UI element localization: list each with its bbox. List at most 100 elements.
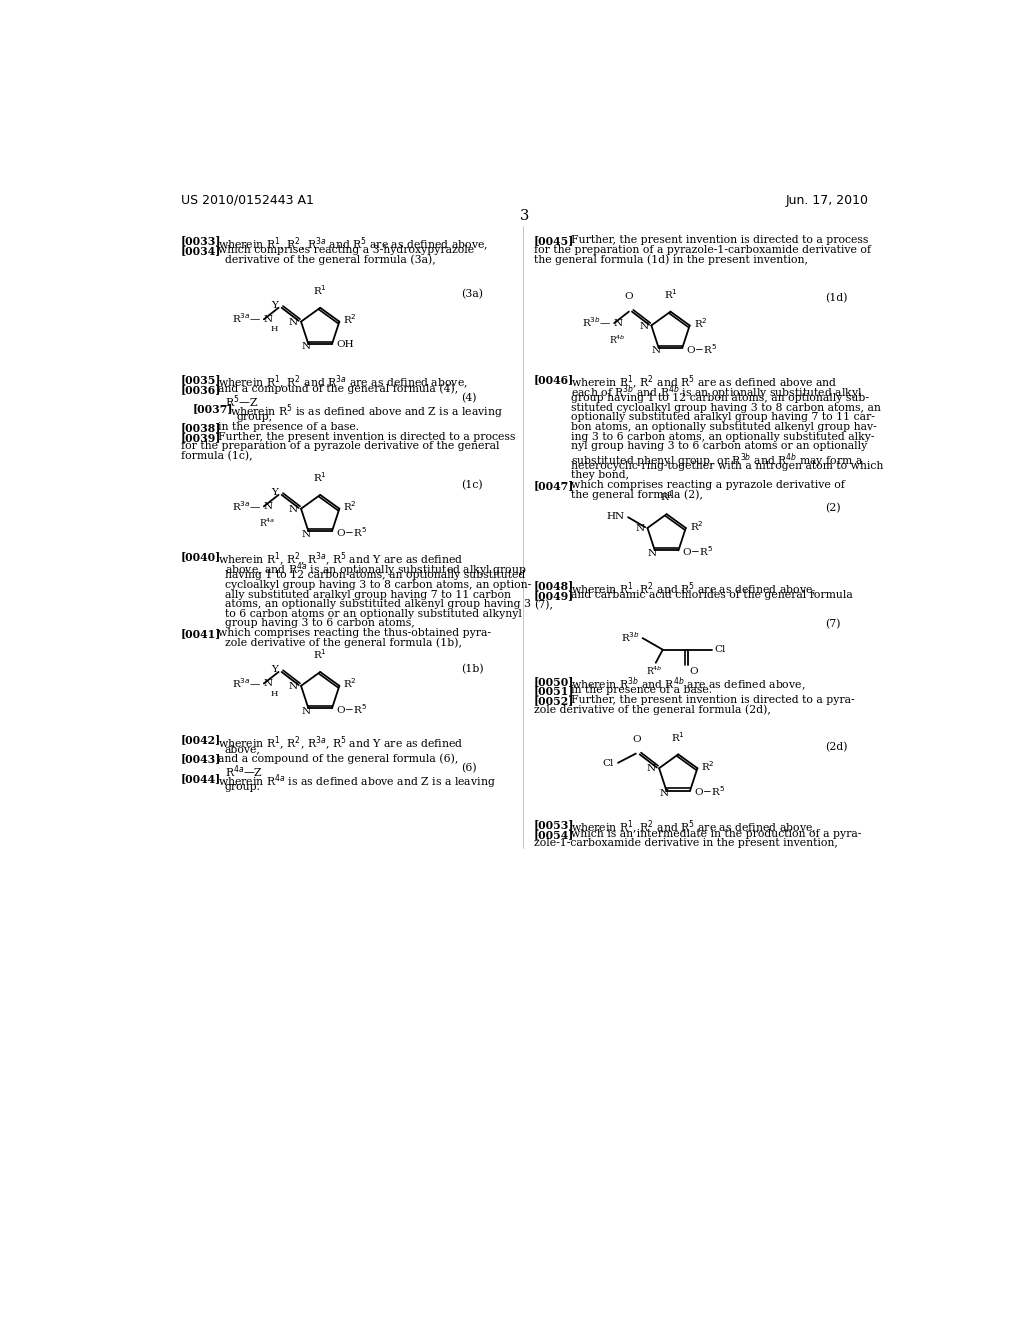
Text: [0042]: [0042]: [180, 734, 221, 746]
Text: group having 3 to 6 carbon atoms,: group having 3 to 6 carbon atoms,: [225, 619, 415, 628]
Text: (2): (2): [825, 503, 841, 513]
Text: for the preparation of a pyrazole-1-carboxamide derivative of: for the preparation of a pyrazole-1-carb…: [535, 246, 871, 255]
Text: N: N: [263, 502, 272, 511]
Text: [0054]: [0054]: [535, 829, 574, 840]
Text: N: N: [659, 789, 669, 799]
Text: US 2010/0152443 A1: US 2010/0152443 A1: [180, 194, 313, 207]
Text: ally substituted aralkyl group having 7 to 11 carbon: ally substituted aralkyl group having 7 …: [225, 590, 511, 599]
Text: ing 3 to 6 carbon atoms, an optionally substituted alky-: ing 3 to 6 carbon atoms, an optionally s…: [571, 432, 874, 442]
Text: [0051]: [0051]: [535, 685, 574, 697]
Text: substituted phenyl group, or R$^{3b}$ and R$^{4b}$ may form a: substituted phenyl group, or R$^{3b}$ an…: [571, 451, 863, 470]
Text: R$^2$: R$^2$: [343, 677, 357, 690]
Text: wherein R$^5$ is as defined above and Z is a leaving: wherein R$^5$ is as defined above and Z …: [229, 403, 503, 421]
Text: H: H: [270, 326, 278, 334]
Text: they bond,: they bond,: [571, 470, 630, 480]
Text: wherein R$^1$, R$^2$ and R$^5$ are as defined above and: wherein R$^1$, R$^2$ and R$^5$ are as de…: [571, 374, 838, 392]
Text: R$^1$: R$^1$: [313, 470, 327, 484]
Text: N: N: [648, 549, 657, 558]
Text: N: N: [639, 322, 648, 331]
Text: (1c): (1c): [461, 480, 483, 491]
Text: N: N: [263, 678, 272, 688]
Text: [0052]: [0052]: [535, 696, 574, 706]
Text: N: N: [613, 318, 623, 327]
Text: R$^{3b}$—: R$^{3b}$—: [583, 315, 611, 329]
Text: R$^1$: R$^1$: [313, 284, 327, 297]
Text: Further, the present invention is directed to a process: Further, the present invention is direct…: [571, 235, 868, 246]
Text: and a compound of the general formula (4),: and a compound of the general formula (4…: [218, 384, 458, 395]
Text: R$^2$: R$^2$: [343, 499, 357, 513]
Text: Cl: Cl: [714, 645, 725, 655]
Text: wherein R$^{3b}$ and R$^{4b}$ are as defined above,: wherein R$^{3b}$ and R$^{4b}$ are as def…: [571, 676, 806, 694]
Text: N: N: [289, 682, 298, 692]
Text: R$^2$: R$^2$: [693, 317, 708, 330]
Text: Cl: Cl: [603, 759, 614, 768]
Text: N: N: [289, 318, 298, 327]
Text: to 6 carbon atoms or an optionally substituted alkynyl: to 6 carbon atoms or an optionally subst…: [225, 609, 522, 619]
Text: N: N: [301, 342, 310, 351]
Text: Y: Y: [271, 665, 278, 675]
Text: bon atoms, an optionally substituted alkenyl group hav-: bon atoms, an optionally substituted alk…: [571, 422, 877, 432]
Text: (2d): (2d): [825, 742, 848, 752]
Text: Jun. 17, 2010: Jun. 17, 2010: [785, 194, 869, 207]
Text: [0034]: [0034]: [180, 246, 221, 256]
Text: R$^{3b}$: R$^{3b}$: [622, 631, 640, 644]
Text: above, and R$^{4a}$ is an optionally substituted alkyl group: above, and R$^{4a}$ is an optionally sub…: [225, 561, 526, 579]
Text: zole derivative of the general formula (2d),: zole derivative of the general formula (…: [535, 705, 771, 715]
Text: stituted cycloalkyl group having 3 to 8 carbon atoms, an: stituted cycloalkyl group having 3 to 8 …: [571, 403, 882, 413]
Text: O$-$R$^5$: O$-$R$^5$: [682, 544, 714, 558]
Text: R$^{3a}$—: R$^{3a}$—: [232, 312, 261, 326]
Text: above,: above,: [225, 744, 261, 754]
Text: atoms, an optionally substituted alkenyl group having 3: atoms, an optionally substituted alkenyl…: [225, 599, 530, 610]
Text: [0049]: [0049]: [535, 590, 574, 601]
Text: [0036]: [0036]: [180, 384, 221, 395]
Text: [0038]: [0038]: [180, 422, 221, 433]
Text: (3a): (3a): [461, 289, 483, 300]
Text: Y: Y: [271, 301, 278, 310]
Text: (1d): (1d): [825, 293, 848, 304]
Text: R$^{4b}$: R$^{4b}$: [646, 664, 663, 677]
Text: [0048]: [0048]: [535, 581, 574, 591]
Text: [0040]: [0040]: [180, 552, 221, 562]
Text: R$^{3a}$—: R$^{3a}$—: [232, 676, 261, 689]
Text: (6): (6): [461, 763, 477, 774]
Text: wherein R$^1$, R$^2$ and R$^5$ are as defined above,: wherein R$^1$, R$^2$ and R$^5$ are as de…: [571, 818, 816, 837]
Text: O$-$R$^5$: O$-$R$^5$: [336, 702, 367, 715]
Text: H: H: [270, 689, 278, 698]
Text: having 1 to 12 carbon atoms, an optionally substituted: having 1 to 12 carbon atoms, an optional…: [225, 570, 525, 581]
Text: N: N: [651, 346, 660, 355]
Text: R$^{3a}$—: R$^{3a}$—: [232, 499, 261, 512]
Text: N: N: [263, 314, 272, 323]
Text: (4): (4): [461, 393, 477, 404]
Text: (7): (7): [825, 619, 841, 630]
Text: R$^2$: R$^2$: [343, 313, 357, 326]
Text: and carbamic acid chlorides of the general formula: and carbamic acid chlorides of the gener…: [571, 590, 853, 601]
Text: N: N: [635, 524, 644, 533]
Text: the general formula (2),: the general formula (2),: [571, 490, 703, 500]
Text: [0035]: [0035]: [180, 374, 221, 385]
Text: formula (1c),: formula (1c),: [180, 451, 252, 462]
Text: O$-$R$^5$: O$-$R$^5$: [686, 342, 717, 355]
Text: cycloalkyl group having 3 to 8 carbon atoms, an option-: cycloalkyl group having 3 to 8 carbon at…: [225, 579, 531, 590]
Text: which comprises reacting the thus-obtained pyra-: which comprises reacting the thus-obtain…: [218, 628, 490, 638]
Text: zole derivative of the general formula (1b),: zole derivative of the general formula (…: [225, 638, 462, 648]
Text: O: O: [689, 667, 697, 676]
Text: R$^1$: R$^1$: [672, 730, 685, 743]
Text: HN: HN: [606, 512, 625, 521]
Text: (7),: (7),: [535, 599, 553, 610]
Text: [0045]: [0045]: [535, 235, 574, 247]
Text: wherein R$^1$, R$^2$, R$^{3a}$, R$^5$ and Y are as defined: wherein R$^1$, R$^2$, R$^{3a}$, R$^5$ an…: [218, 552, 464, 569]
Text: 3: 3: [520, 209, 529, 223]
Text: the general formula (1d) in the present invention,: the general formula (1d) in the present …: [535, 255, 808, 265]
Text: O: O: [625, 292, 633, 301]
Text: wherein R$^{4a}$ is as defined above and Z is a leaving: wherein R$^{4a}$ is as defined above and…: [218, 774, 496, 792]
Text: Further, the present invention is directed to a process: Further, the present invention is direct…: [218, 432, 515, 442]
Text: R$^1$: R$^1$: [664, 286, 678, 301]
Text: [0041]: [0041]: [180, 628, 221, 639]
Text: R$^1$: R$^1$: [313, 647, 327, 661]
Text: which comprises reacting a 3-hydroxypyrazole: which comprises reacting a 3-hydroxypyra…: [218, 246, 474, 255]
Text: group having 1 to 12 carbon atoms, an optionally sub-: group having 1 to 12 carbon atoms, an op…: [571, 393, 869, 403]
Text: R$^{4a}$: R$^{4a}$: [259, 516, 275, 529]
Text: N: N: [289, 506, 298, 513]
Text: zole-1-carboxamide derivative in the present invention,: zole-1-carboxamide derivative in the pre…: [535, 838, 838, 849]
Text: for the preparation of a pyrazole derivative of the general: for the preparation of a pyrazole deriva…: [180, 441, 500, 451]
